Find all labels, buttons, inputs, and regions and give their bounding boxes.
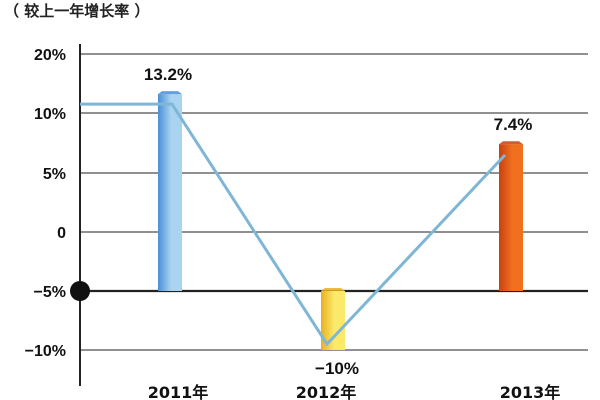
y-tick-labels: 20% 10% 5% 0 −5% −10%: [25, 47, 66, 360]
trend-polyline: [80, 102, 507, 347]
y-tick-label: −5%: [34, 284, 66, 301]
bar-2011年: [158, 94, 182, 292]
y-tick-label: 0: [57, 225, 66, 242]
data-label: 7.4%: [494, 115, 533, 134]
bar-cap: [158, 91, 182, 95]
y-tick-label: 20%: [34, 47, 66, 64]
axis-origin-dot: [70, 281, 90, 301]
bar-2013年: [499, 144, 523, 291]
y-axis: [70, 44, 90, 386]
y-axis-title: （ 较上一年增长率 ）: [4, 2, 150, 20]
data-labels: 13.2% −10% 7.4%: [144, 65, 532, 378]
data-label: −10%: [315, 359, 359, 378]
y-tick-label: 10%: [34, 106, 66, 123]
x-category-labels: 2011年 2012年 2013年: [148, 383, 561, 400]
trend-line: [80, 102, 507, 347]
x-category-label: 2013年: [500, 383, 561, 400]
y-tick-label: 5%: [43, 166, 66, 183]
x-category-label: 2011年: [148, 383, 209, 400]
data-label: 13.2%: [144, 65, 192, 84]
y-tick-label: −10%: [25, 343, 66, 360]
bar-cap: [499, 141, 523, 145]
x-category-label: 2012年: [296, 383, 357, 400]
bar-cap: [321, 288, 345, 291]
bars: [158, 91, 523, 350]
